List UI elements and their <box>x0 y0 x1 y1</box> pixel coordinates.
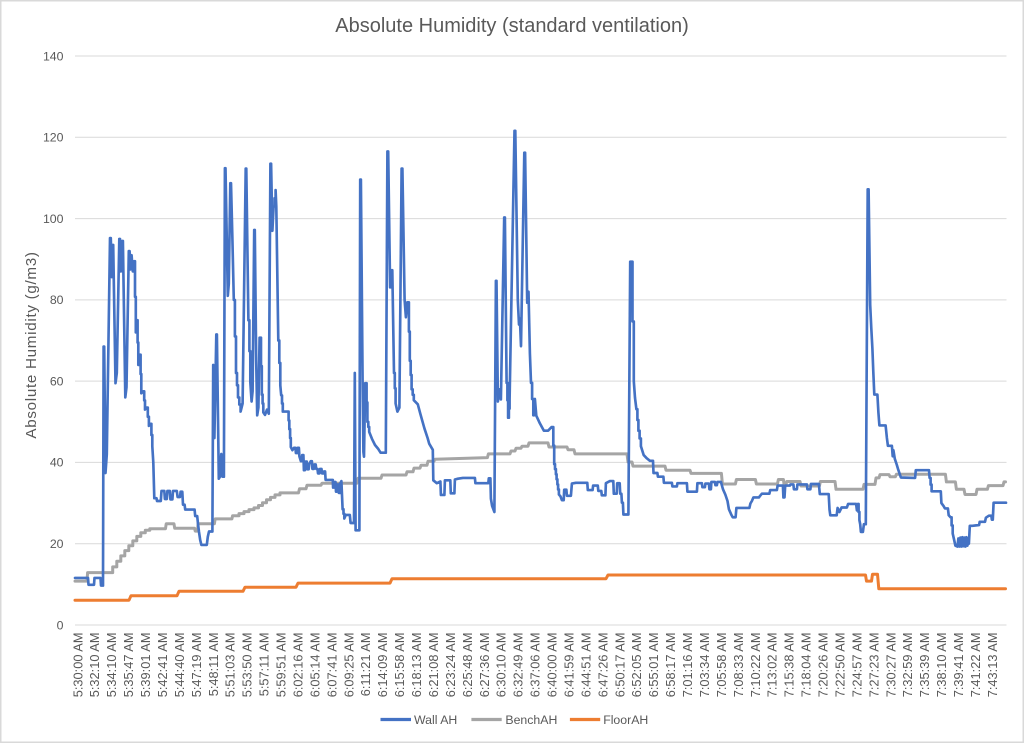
svg-text:7:03:34 AM: 7:03:34 AM <box>697 633 712 698</box>
svg-text:5:53:50 AM: 5:53:50 AM <box>240 633 255 698</box>
svg-text:140: 140 <box>43 49 64 63</box>
svg-text:5:34:10 AM: 5:34:10 AM <box>104 633 119 698</box>
svg-text:6:52:05 AM: 6:52:05 AM <box>629 633 644 698</box>
svg-text:BenchAH: BenchAH <box>505 713 557 727</box>
svg-text:Wall AH: Wall AH <box>414 713 457 727</box>
svg-text:5:44:40 AM: 5:44:40 AM <box>172 633 187 698</box>
svg-text:6:32:49 AM: 6:32:49 AM <box>511 633 526 698</box>
svg-text:6:07:41 AM: 6:07:41 AM <box>324 633 339 698</box>
svg-text:7:35:39 AM: 7:35:39 AM <box>917 633 932 698</box>
svg-text:7:01:16 AM: 7:01:16 AM <box>680 633 695 698</box>
svg-text:6:41:59 AM: 6:41:59 AM <box>562 633 577 698</box>
svg-text:6:55:01 AM: 6:55:01 AM <box>646 633 661 698</box>
svg-text:Absolute Humidity (g/m3): Absolute Humidity (g/m3) <box>23 251 40 438</box>
svg-text:7:41:22 AM: 7:41:22 AM <box>968 633 983 698</box>
svg-text:5:57:11 AM: 5:57:11 AM <box>257 633 272 697</box>
svg-text:6:21:08 AM: 6:21:08 AM <box>426 633 441 698</box>
svg-text:7:13:02 AM: 7:13:02 AM <box>765 633 780 698</box>
svg-text:7:18:04 AM: 7:18:04 AM <box>799 633 814 698</box>
svg-text:120: 120 <box>43 131 64 145</box>
svg-text:100: 100 <box>43 212 64 226</box>
svg-text:6:11:21 AM: 6:11:21 AM <box>358 633 373 697</box>
svg-text:5:59:51 AM: 5:59:51 AM <box>274 633 289 698</box>
svg-text:7:08:33 AM: 7:08:33 AM <box>731 633 746 698</box>
svg-text:6:05:14 AM: 6:05:14 AM <box>307 633 322 698</box>
svg-text:6:58:17 AM: 6:58:17 AM <box>663 633 678 698</box>
svg-text:6:30:10 AM: 6:30:10 AM <box>494 633 509 698</box>
svg-text:6:37:06 AM: 6:37:06 AM <box>528 633 543 698</box>
svg-text:5:30:00 AM: 5:30:00 AM <box>70 633 85 698</box>
svg-text:6:40:00 AM: 6:40:00 AM <box>545 633 560 698</box>
svg-text:7:15:38 AM: 7:15:38 AM <box>782 633 797 698</box>
svg-text:6:18:13 AM: 6:18:13 AM <box>409 633 424 698</box>
svg-text:5:47:19 AM: 5:47:19 AM <box>189 633 204 698</box>
svg-text:7:22:50 AM: 7:22:50 AM <box>833 633 848 698</box>
svg-text:6:44:51 AM: 6:44:51 AM <box>578 633 593 698</box>
svg-text:6:09:25 AM: 6:09:25 AM <box>341 633 356 698</box>
svg-text:6:50:17 AM: 6:50:17 AM <box>612 633 627 698</box>
svg-text:6:47:26 AM: 6:47:26 AM <box>595 633 610 698</box>
svg-text:7:20:26 AM: 7:20:26 AM <box>816 633 831 698</box>
svg-text:6:23:24 AM: 6:23:24 AM <box>443 633 458 698</box>
svg-text:7:30:27 AM: 7:30:27 AM <box>883 633 898 698</box>
svg-text:7:38:10 AM: 7:38:10 AM <box>934 633 949 698</box>
svg-text:6:02:16 AM: 6:02:16 AM <box>291 633 306 698</box>
svg-text:80: 80 <box>50 293 64 307</box>
svg-text:5:32:10 AM: 5:32:10 AM <box>87 633 102 698</box>
svg-text:40: 40 <box>50 456 64 470</box>
svg-text:5:35:47 AM: 5:35:47 AM <box>121 633 136 698</box>
svg-text:7:10:22 AM: 7:10:22 AM <box>748 633 763 698</box>
svg-text:6:27:36 AM: 6:27:36 AM <box>477 633 492 698</box>
svg-text:7:05:58 AM: 7:05:58 AM <box>714 633 729 698</box>
svg-text:7:32:59 AM: 7:32:59 AM <box>900 633 915 698</box>
svg-text:5:51:03 AM: 5:51:03 AM <box>223 633 238 698</box>
svg-text:0: 0 <box>57 618 64 632</box>
svg-text:6:15:58 AM: 6:15:58 AM <box>392 633 407 698</box>
svg-text:6:14:09 AM: 6:14:09 AM <box>375 633 390 698</box>
svg-text:7:43:13 AM: 7:43:13 AM <box>985 633 1000 698</box>
svg-text:FloorAH: FloorAH <box>603 713 648 727</box>
svg-text:5:39:01 AM: 5:39:01 AM <box>138 633 153 698</box>
svg-text:20: 20 <box>50 537 64 551</box>
svg-text:7:24:57 AM: 7:24:57 AM <box>849 633 864 698</box>
svg-text:Absolute Humidity (standard ve: Absolute Humidity (standard ventilation) <box>335 15 689 37</box>
svg-text:60: 60 <box>50 374 64 388</box>
svg-text:5:42:41 AM: 5:42:41 AM <box>155 633 170 698</box>
svg-text:7:27:23 AM: 7:27:23 AM <box>866 633 881 698</box>
svg-text:5:48:11 AM: 5:48:11 AM <box>206 633 221 697</box>
svg-text:7:39:41 AM: 7:39:41 AM <box>951 633 966 698</box>
svg-text:6:25:48 AM: 6:25:48 AM <box>460 633 475 698</box>
